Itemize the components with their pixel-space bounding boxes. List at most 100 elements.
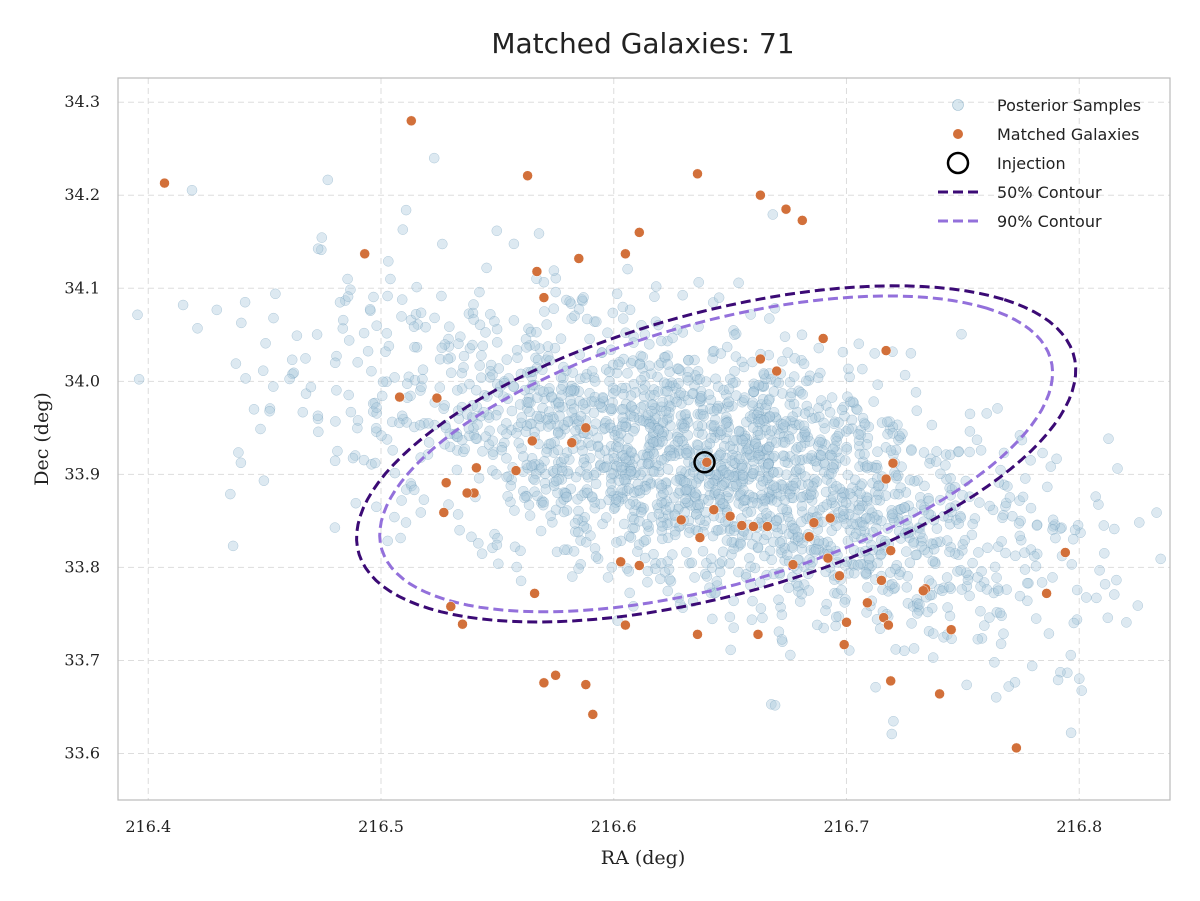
posterior-sample-point — [657, 512, 669, 524]
posterior-sample-point — [647, 419, 658, 430]
posterior-sample-point — [794, 463, 805, 475]
matched-galaxy-point — [817, 333, 829, 344]
posterior-sample-point — [474, 319, 486, 331]
posterior-sample-point — [617, 493, 629, 504]
matched-galaxy-point — [797, 215, 808, 226]
posterior-sample-point — [1030, 560, 1042, 572]
posterior-sample-point — [726, 549, 737, 560]
posterior-sample-point — [580, 372, 591, 384]
legend: Posterior Samples Matched Galaxies Injec… — [938, 96, 1141, 231]
posterior-sample-point — [568, 385, 579, 396]
posterior-sample-point — [1090, 491, 1101, 502]
posterior-sample-point — [371, 402, 382, 413]
posterior-sample-point — [869, 348, 880, 359]
posterior-sample-point — [838, 487, 850, 498]
posterior-sample-point — [489, 316, 500, 327]
posterior-sample-point — [396, 294, 408, 305]
posterior-sample-point — [953, 446, 964, 457]
posterior-sample-point — [723, 421, 735, 433]
posterior-sample-point — [523, 392, 535, 404]
posterior-sample-point — [752, 542, 764, 554]
posterior-sample-point — [722, 416, 734, 428]
posterior-sample-point — [640, 481, 651, 492]
posterior-sample-point — [632, 546, 643, 557]
posterior-sample-point — [542, 341, 554, 352]
posterior-sample-point — [337, 323, 349, 334]
posterior-sample-point — [575, 535, 586, 546]
posterior-sample-point — [752, 497, 763, 509]
posterior-sample-point — [521, 420, 533, 432]
posterior-sample-point — [1109, 589, 1120, 600]
posterior-sample-point — [847, 396, 859, 408]
posterior-sample-point — [410, 308, 422, 320]
posterior-sample-point — [581, 469, 592, 480]
posterior-sample-point — [713, 470, 725, 482]
posterior-sample-point — [746, 614, 758, 625]
posterior-sample-point — [829, 501, 841, 512]
posterior-sample-point — [701, 440, 712, 451]
posterior-sample-point — [698, 493, 709, 505]
posterior-sample-point — [405, 390, 416, 402]
posterior-sample-point — [687, 388, 698, 400]
posterior-sample-point — [520, 490, 531, 502]
posterior-sample-point — [624, 462, 635, 474]
posterior-sample-point — [352, 357, 363, 368]
posterior-sample-point — [720, 433, 732, 444]
posterior-sample-point — [756, 512, 767, 524]
posterior-sample-point — [721, 411, 732, 423]
posterior-sample-point — [757, 612, 768, 624]
posterior-sample-point — [801, 489, 812, 501]
posterior-sample-point — [645, 478, 657, 490]
posterior-sample-point — [371, 501, 382, 513]
posterior-sample-point — [899, 502, 910, 513]
posterior-sample-point — [825, 449, 836, 461]
posterior-sample-point — [675, 474, 687, 485]
x-tick-label: 216.8 — [1056, 817, 1102, 836]
posterior-sample-point — [747, 468, 759, 479]
posterior-sample-point — [637, 351, 649, 363]
posterior-sample-point — [573, 415, 585, 427]
posterior-sample-point — [719, 458, 731, 470]
matched-galaxy-point — [634, 560, 645, 571]
posterior-sample-point — [784, 399, 796, 410]
posterior-sample-point — [690, 502, 702, 514]
posterior-sample-point — [439, 339, 451, 350]
posterior-sample-point — [564, 454, 575, 465]
posterior-sample-point — [926, 419, 938, 431]
posterior-sample-point — [768, 467, 779, 478]
posterior-sample-point — [838, 401, 849, 413]
posterior-sample-point — [906, 445, 917, 456]
posterior-sample-point — [814, 504, 825, 516]
posterior-sample-point — [765, 479, 776, 491]
posterior-sample-point — [975, 445, 987, 456]
posterior-sample-point — [844, 488, 856, 499]
posterior-sample-point — [733, 566, 744, 578]
posterior-sample-point — [760, 412, 772, 423]
posterior-sample-point — [788, 417, 799, 428]
posterior-sample-point — [716, 462, 727, 474]
posterior-sample-point — [456, 383, 468, 394]
posterior-sample-point — [682, 496, 693, 507]
posterior-sample-point — [935, 468, 946, 480]
posterior-sample-point — [795, 387, 806, 398]
posterior-sample-point — [768, 480, 779, 491]
posterior-sample-point — [698, 519, 710, 531]
posterior-sample-point — [633, 539, 645, 550]
posterior-sample-point — [645, 422, 656, 433]
posterior-sample-point — [796, 588, 808, 600]
posterior-sample-point — [588, 469, 600, 481]
posterior-sample-point — [684, 468, 695, 480]
posterior-sample-point — [1065, 727, 1077, 739]
posterior-sample-point — [940, 460, 951, 471]
posterior-sample-point — [1065, 649, 1077, 661]
posterior-sample-point — [966, 529, 978, 541]
posterior-sample-point — [982, 542, 993, 554]
posterior-sample-point — [748, 378, 760, 390]
posterior-sample-point — [614, 468, 625, 480]
posterior-sample-point — [813, 411, 825, 423]
posterior-sample-point — [515, 545, 526, 557]
posterior-sample-point — [853, 504, 864, 516]
posterior-sample-point — [550, 398, 562, 409]
posterior-sample-point — [667, 549, 678, 560]
posterior-sample-point — [615, 428, 627, 439]
